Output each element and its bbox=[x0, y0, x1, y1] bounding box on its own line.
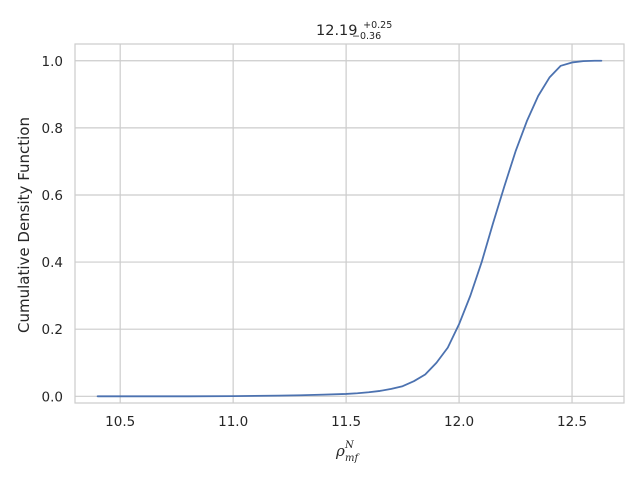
x-axis-label-superscript: N bbox=[344, 440, 355, 451]
x-tick-label: 12.5 bbox=[557, 414, 587, 430]
y-tick-label: 0.2 bbox=[42, 322, 63, 338]
series-group bbox=[96, 59, 603, 398]
y-gridlines bbox=[75, 60, 624, 397]
cdf-line bbox=[96, 59, 603, 398]
x-tick-labels: 10.5 11.0 11.5 12.0 12.5 bbox=[105, 414, 587, 430]
x-axis-symbol: ρ bbox=[335, 442, 345, 460]
y-tick-labels: 0.0 0.2 0.4 0.6 0.8 1.0 bbox=[42, 54, 63, 406]
plot-area bbox=[75, 44, 624, 403]
x-tick-label: 10.5 bbox=[105, 414, 135, 430]
y-tick-label: 1.0 bbox=[42, 54, 63, 70]
x-gridlines bbox=[119, 44, 573, 403]
y-tick-label: 0.0 bbox=[42, 389, 63, 405]
y-axis-label: Cumulative Density Function bbox=[15, 117, 33, 333]
title-upper-error: +0.25 bbox=[363, 20, 392, 31]
y-tick-label: 0.6 bbox=[42, 188, 63, 204]
title-value: 12.19 bbox=[316, 23, 358, 39]
x-tick-label: 11.0 bbox=[218, 414, 248, 430]
plot-border bbox=[74, 43, 625, 404]
y-tick-label: 0.8 bbox=[42, 121, 63, 137]
x-tick-label: 12.0 bbox=[444, 414, 474, 430]
title-lower-error: −0.36 bbox=[352, 31, 381, 42]
x-axis-label-subscript: mf bbox=[345, 453, 360, 464]
x-axis-label: ρ bbox=[335, 442, 345, 460]
y-tick-label: 0.4 bbox=[42, 255, 63, 271]
chart-title: 12.19 +0.25 bbox=[316, 20, 392, 39]
x-tick-label: 11.5 bbox=[331, 414, 361, 430]
